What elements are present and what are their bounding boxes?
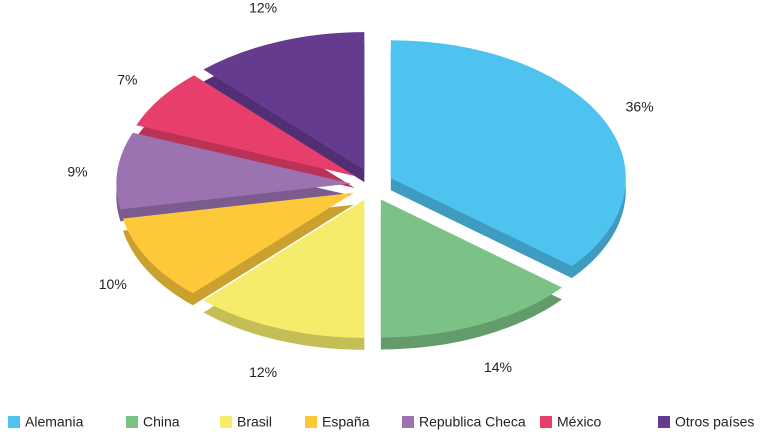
legend-swatch [402,416,414,428]
slice [380,199,562,338]
data-label: 12% [249,0,277,15]
legend-swatch [305,416,317,428]
slice [203,32,365,171]
data-label: 14% [484,359,512,375]
data-label: 7% [117,72,137,88]
data-label: 36% [626,98,654,114]
slice [203,199,365,338]
data-label: 10% [99,276,127,292]
data-label: 9% [67,163,87,179]
legend-label: España [322,414,370,430]
legend-swatch [658,416,670,428]
legend-swatch [126,416,138,428]
slice [116,132,352,210]
slice [390,40,626,267]
legend-label: Brasil [237,414,272,430]
slice [122,192,354,294]
legend-label: China [143,414,180,430]
legend-label: Republica Checa [419,414,526,430]
legend-label: Otros países [675,414,754,430]
legend-swatch [8,416,20,428]
legend-swatch [220,416,232,428]
slice [136,75,355,177]
legend-label: Alemania [25,414,84,430]
legend-label: México [557,414,602,430]
legend-swatch [540,416,552,428]
data-label: 12% [249,364,277,380]
